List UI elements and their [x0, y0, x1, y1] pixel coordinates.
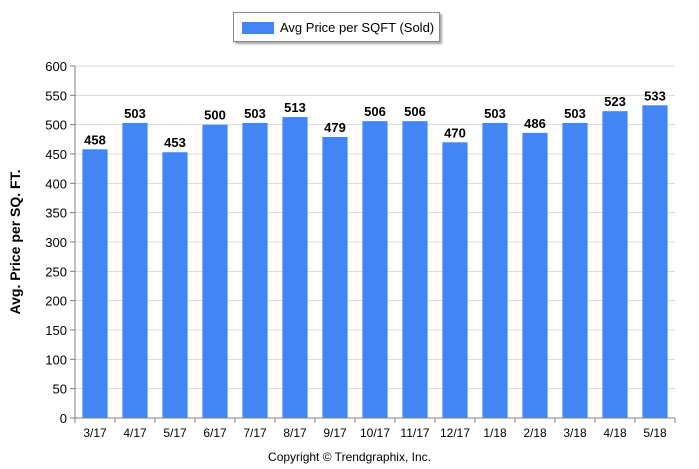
legend-label: Avg Price per SQFT (Sold): [280, 20, 435, 35]
y-tick-label: 0: [60, 411, 67, 426]
bar: [562, 122, 588, 418]
y-axis-title: Avg. Price per SQ. FT.: [7, 170, 23, 315]
y-tick-label: 100: [45, 352, 67, 367]
bar: [322, 136, 348, 418]
data-label: 500: [204, 108, 226, 123]
x-tick-label: 8/17: [283, 426, 307, 440]
copyright-text: Copyright © Trendgraphix, Inc.: [268, 450, 431, 464]
y-tick-label: 350: [45, 206, 67, 221]
y-tick-label: 450: [45, 147, 67, 162]
bar: [602, 111, 628, 418]
x-tick-label: 6/17: [203, 426, 227, 440]
legend: Avg Price per SQFT (Sold): [233, 12, 440, 42]
x-tick-label: 12/17: [440, 426, 470, 440]
data-labels: 458 503 453 500 503 513 479 506 506 470 503 486 503 5…: [84, 88, 666, 150]
x-tick-label: 11/17: [400, 426, 429, 440]
data-label: 503: [124, 106, 146, 121]
data-label: 506: [404, 104, 426, 119]
y-tick-label: 600: [45, 59, 67, 74]
y-tick-label: 50: [53, 382, 67, 397]
x-tick-label: 9/17: [323, 426, 347, 440]
y-tick-label: 150: [45, 323, 67, 338]
x-tick-label: 4/18: [603, 426, 627, 440]
data-label: 503: [484, 106, 506, 121]
bar: [282, 117, 308, 418]
axes: 0 50 100 150 200 250 300 350 400 450 500 550 600 3/17…: [45, 59, 676, 440]
x-tick-label: 1/18: [483, 426, 507, 440]
legend-swatch: [242, 22, 274, 34]
data-label: 470: [444, 125, 466, 140]
data-label: 506: [364, 104, 386, 119]
x-tick-label: 3/17: [83, 426, 107, 440]
bar: [362, 121, 388, 418]
bar: [162, 152, 188, 419]
bar-series: [82, 105, 668, 419]
x-tick-label: 7/17: [243, 426, 267, 440]
y-tick-label: 500: [45, 118, 67, 133]
bar: [242, 122, 268, 418]
x-tick-label: 3/18: [563, 426, 587, 440]
data-label: 513: [284, 100, 306, 115]
data-label: 486: [524, 116, 546, 131]
y-tick-label: 550: [45, 88, 67, 103]
bar: [402, 121, 428, 418]
bar: [642, 105, 668, 418]
data-label: 503: [564, 106, 586, 121]
data-label: 453: [164, 135, 186, 150]
data-label: 458: [84, 132, 106, 147]
y-tick-label: 250: [45, 264, 67, 279]
x-tick-label: 4/17: [123, 426, 147, 440]
y-tick-label: 400: [45, 176, 67, 191]
data-label: 533: [644, 88, 666, 103]
bar: [122, 122, 148, 418]
y-tick-label: 300: [45, 235, 67, 250]
bar: [482, 122, 508, 418]
x-tick-label: 5/17: [163, 426, 187, 440]
x-tick-label: 10/17: [360, 426, 390, 440]
bar: [202, 124, 228, 419]
x-tick-label: 2/18: [523, 426, 547, 440]
x-tick-label: 5/18: [643, 426, 667, 440]
bar: [442, 142, 468, 418]
data-label: 523: [604, 94, 626, 109]
bar: [82, 149, 108, 418]
y-tick-label: 200: [45, 294, 67, 309]
data-label: 479: [324, 120, 346, 135]
bar: [522, 132, 548, 418]
data-label: 503: [244, 106, 266, 121]
